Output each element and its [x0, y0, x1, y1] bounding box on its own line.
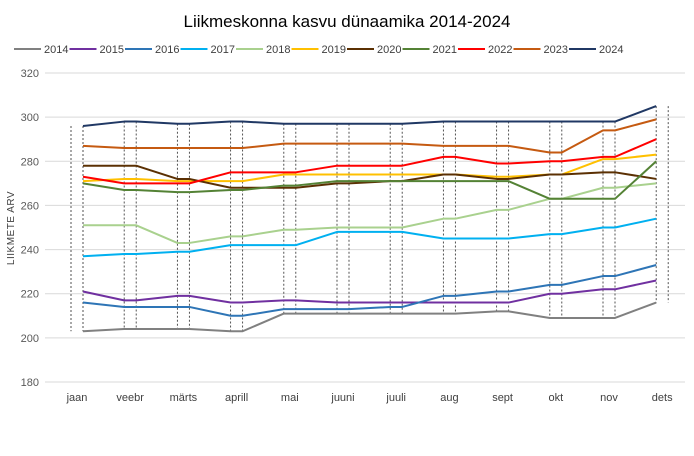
legend-item: 2023 [513, 44, 568, 56]
legend-label: 2014 [44, 44, 68, 56]
series-lines [82, 105, 657, 333]
legend-label: 2024 [599, 44, 623, 56]
series-line-2022 [82, 138, 657, 185]
legend-item: 2021 [402, 44, 457, 56]
x-axis-tick-labels: jaan veebr märts aprill mai juuni juuli aug sept… [66, 392, 673, 404]
series-line-2023 [82, 118, 657, 154]
x-tick-label: dets [652, 392, 673, 404]
x-tick-label: okt [548, 392, 563, 404]
legend-item: 2022 [458, 44, 512, 56]
legend-label: 2019 [322, 44, 346, 56]
series-line-2016 [82, 264, 657, 317]
legend: 2014 2015 2016 2017 2018 2019 2020 2021 2022 2023… [14, 44, 623, 56]
series-line-2021 [82, 160, 657, 200]
x-tick-label: veebr [116, 392, 144, 404]
legend-label: 2017 [211, 44, 235, 56]
legend-label: 2020 [377, 44, 401, 56]
legend-item: 2016 [125, 44, 179, 56]
y-tick-label: 260 [21, 200, 39, 212]
legend-item: 2020 [347, 44, 401, 56]
x-tick-label: mai [281, 392, 299, 404]
legend-label: 2021 [433, 44, 457, 56]
y-tick-label: 300 [21, 112, 39, 124]
x-tick-label: aprill [225, 392, 248, 404]
legend-label: 2016 [155, 44, 179, 56]
drop-lines [70, 106, 669, 332]
legend-label: 2023 [544, 44, 568, 56]
x-tick-label: jaan [66, 392, 88, 404]
legend-item: 2017 [180, 44, 235, 56]
series-line-2017 [82, 217, 657, 258]
x-tick-label: juuli [385, 392, 406, 404]
y-tick-label: 320 [21, 68, 39, 80]
legend-item: 2015 [69, 44, 124, 56]
series-line-2014 [82, 301, 657, 333]
gridlines [45, 72, 685, 383]
x-tick-label: nov [600, 392, 618, 404]
chart-title: Liikmeskonna kasvu dünaamika 2014-2024 [184, 12, 511, 31]
x-tick-label: märts [170, 392, 198, 404]
series-line-2020 [83, 164, 657, 189]
legend-item: 2024 [569, 44, 623, 56]
legend-item: 2018 [236, 44, 290, 56]
legend-label: 2018 [266, 44, 290, 56]
series-line-2024 [82, 105, 657, 127]
series-line-2015 [82, 279, 657, 304]
legend-label: 2022 [488, 44, 512, 56]
legend-item: 2014 [14, 44, 68, 56]
x-tick-label: sept [492, 392, 513, 404]
legend-item: 2019 [291, 44, 346, 56]
y-tick-label: 280 [21, 156, 39, 168]
y-axis-tick-labels: 180 200 220 240 260 280 300 320 [21, 68, 39, 389]
y-tick-label: 240 [21, 245, 39, 257]
y-axis-label: LIIKMETE ARV [6, 191, 17, 265]
y-tick-label: 220 [21, 289, 39, 301]
x-tick-label: juuni [330, 392, 354, 404]
legend-label: 2015 [100, 44, 124, 56]
y-tick-label: 200 [21, 333, 39, 345]
x-tick-label: aug [440, 392, 458, 404]
y-tick-label: 180 [21, 377, 39, 389]
